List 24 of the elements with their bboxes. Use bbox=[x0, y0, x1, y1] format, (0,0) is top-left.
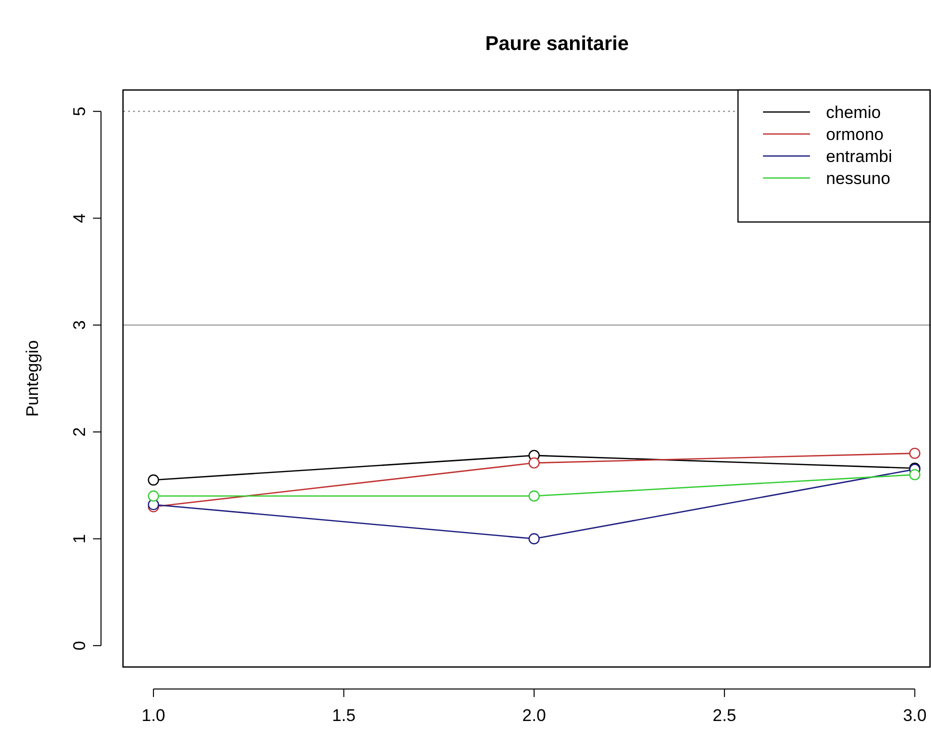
x-tick-label: 1.5 bbox=[332, 706, 356, 725]
point bbox=[528, 533, 540, 544]
legend-label: entrambi bbox=[826, 147, 892, 166]
point bbox=[909, 448, 920, 459]
legend-label: chemio bbox=[826, 103, 881, 122]
chart-title: Paure sanitarie bbox=[485, 33, 629, 55]
y-tick-label: 0 bbox=[70, 640, 89, 650]
legend-label: nessuno bbox=[826, 169, 890, 188]
point bbox=[148, 490, 160, 502]
point bbox=[909, 469, 920, 480]
y-tick-label: 4 bbox=[70, 213, 89, 223]
y-axis-title: Punteggio bbox=[23, 340, 42, 417]
y-tick-label: 1 bbox=[70, 534, 89, 544]
legend-label: ormono bbox=[826, 125, 884, 144]
point bbox=[528, 490, 540, 502]
x-tick-label: 2.0 bbox=[522, 706, 546, 725]
y-tick-label: 5 bbox=[70, 106, 89, 116]
x-tick-label: 2.5 bbox=[712, 706, 736, 725]
y-tick-label: 3 bbox=[70, 320, 89, 330]
y-tick-label: 2 bbox=[70, 427, 89, 437]
point bbox=[148, 474, 160, 486]
x-tick-label: 1.0 bbox=[142, 706, 166, 725]
x-tick-label: 3.0 bbox=[902, 706, 927, 725]
point bbox=[528, 457, 540, 469]
